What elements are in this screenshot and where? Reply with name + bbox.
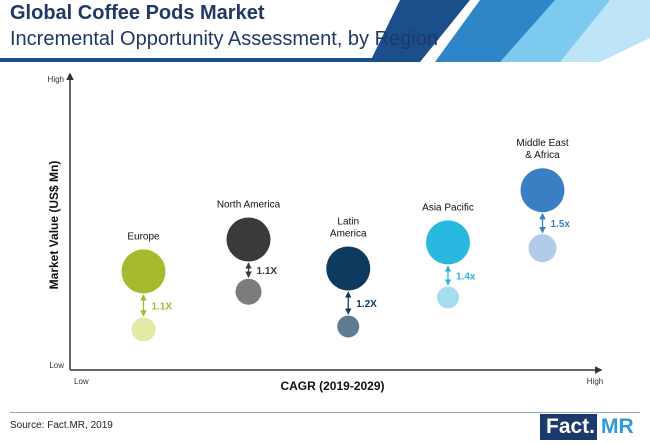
header-decoration — [0, 0, 650, 62]
header-band-dark — [0, 0, 480, 62]
header-band-darkblue — [370, 0, 470, 62]
multiplier-label: 1.2X — [356, 299, 377, 310]
region-group: 1.1X North America — [217, 200, 281, 305]
bubble-current — [520, 168, 565, 213]
region-group: 1.1X Europe — [121, 231, 173, 342]
logo-part-fact: Fact. — [540, 414, 598, 440]
y-axis-title: Market Value (US$ Mn) — [47, 161, 61, 290]
logo-part-mr: MR — [597, 414, 638, 440]
header-underline — [0, 58, 420, 62]
chart-title: Global Coffee Pods Market — [10, 2, 265, 24]
chart-axes: High Low Low High CAGR (2019-2029) Market Val… — [47, 72, 603, 393]
y-axis-high-label: High — [48, 75, 64, 84]
source-note: Source: Fact.MR, 2019 — [10, 420, 113, 431]
bubble-current — [326, 246, 371, 291]
bubble-future — [437, 286, 459, 309]
bubble-current — [426, 220, 470, 265]
region-label: Europe — [127, 231, 160, 242]
region-label: North America — [217, 200, 281, 211]
region-label: & Africa — [525, 150, 560, 161]
multiplier-label: 1.1X — [257, 266, 278, 277]
factmr-logo: Fact. MR — [540, 414, 640, 440]
bubble-future — [235, 278, 262, 305]
region-label: Asia Pacific — [422, 202, 474, 213]
x-axis-title: CAGR (2019-2029) — [280, 379, 384, 393]
bubble-chart: High Low Low High CAGR (2019-2029) Market Val… — [47, 72, 603, 393]
y-axis-low-label: Low — [49, 361, 64, 370]
region-label: Middle East — [516, 138, 568, 149]
chart-subtitle: Incremental Opportunity Assessment, by R… — [10, 28, 438, 50]
footer-divider — [10, 412, 640, 413]
bubble-current — [226, 217, 271, 262]
bubble-future — [131, 317, 156, 342]
region-label: Latin — [337, 217, 359, 228]
multiplier-label: 1.4x — [456, 271, 476, 282]
chart-marks: 1.1X Europe 1.1X North America 1.2X LatinAmer… — [121, 138, 571, 342]
multiplier-label: 1.5x — [551, 219, 571, 230]
multiplier-label: 1.1X — [152, 301, 173, 312]
x-axis-high-label: High — [587, 377, 603, 386]
header-banner: Global Coffee Pods Market Incremental Op… — [0, 0, 650, 62]
region-group: 1.5x Middle East& Africa — [516, 138, 571, 263]
bubble-future — [337, 315, 360, 338]
bubble-current — [121, 249, 166, 294]
region-label: America — [330, 229, 367, 240]
region-group: 1.4x Asia Pacific — [422, 202, 476, 309]
x-axis-low-label: Low — [74, 377, 89, 386]
bubble-future — [528, 234, 557, 263]
